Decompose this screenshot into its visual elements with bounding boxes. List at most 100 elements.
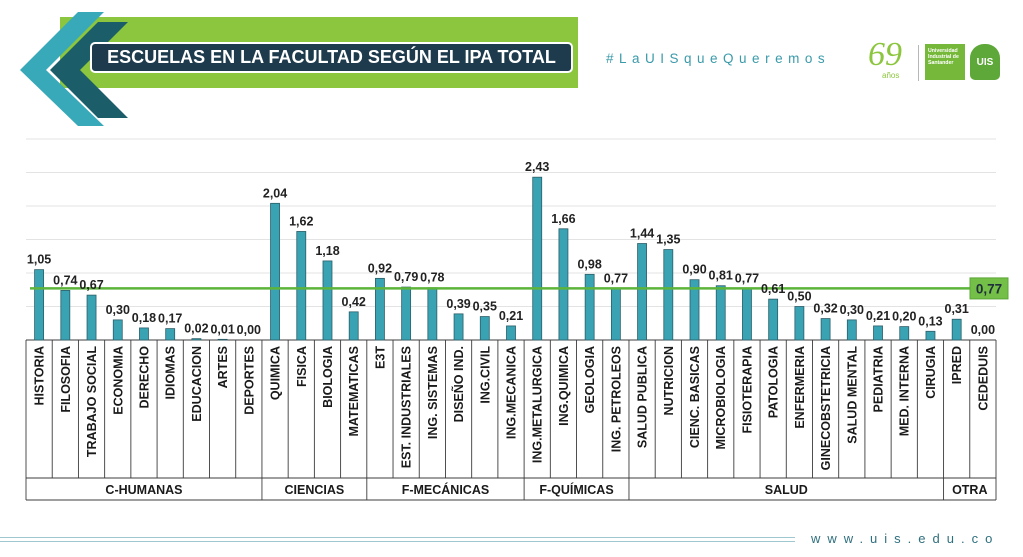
value-label-historia: 1,05	[27, 253, 51, 267]
bar-e3t	[375, 277, 385, 341]
category-label-pediatria: PEDIATRIA	[872, 346, 886, 412]
value-label-matematicas: 0,42	[342, 295, 366, 309]
value-label-cededuis: 0,00	[971, 323, 995, 337]
value-label-artes: 0,01	[210, 322, 234, 336]
group-label-otra: OTRA	[952, 483, 987, 497]
category-label-ing-metalurgica: ING.METALURGICA	[531, 346, 545, 463]
bar-cirugia	[925, 330, 936, 341]
gridlines	[26, 138, 996, 307]
value-label-ing-metalurgica: 2,43	[525, 160, 549, 174]
category-label-filosofia: FILOSOFIA	[59, 346, 73, 413]
bar-quimica	[270, 202, 280, 341]
group-label-c-humanas: C-HUMANAS	[105, 483, 182, 497]
university-logo: Universidad Industrial de Santander	[925, 44, 965, 80]
value-label-educacion: 0,02	[184, 322, 208, 336]
value-label-nutricion: 1,35	[656, 233, 680, 247]
category-label-ing-sistemas: ING. SISTEMAS	[426, 346, 440, 439]
category-label-microbiologia: MICROBIOLOGIA	[714, 346, 728, 449]
bars	[34, 176, 962, 341]
category-label-geologia: GEOLOGIA	[583, 346, 597, 413]
bar-derecho	[139, 327, 149, 341]
category-label-salud-publica: SALUD PUBLICA	[636, 346, 650, 448]
logo-divider	[918, 45, 919, 81]
reference-label-box	[969, 277, 1009, 300]
category-label-ing-petroleos: ING. PETROLEOS	[609, 346, 623, 452]
page-title: ESCUELAS EN LA FACULTAD SEGÚN EL IPA TOT…	[90, 42, 573, 73]
category-label-economia: ECONOMIA	[111, 346, 125, 415]
bar-est-industriales	[401, 286, 412, 341]
value-label-pediatria: 0,21	[866, 309, 890, 323]
value-label-salud-mental: 0,30	[840, 303, 864, 317]
category-label-cirugia: CIRUGIA	[924, 346, 938, 399]
reference-label: 0,77	[976, 281, 1002, 296]
bar-ipred	[951, 318, 962, 341]
group-label-salud: SALUD	[765, 483, 808, 497]
value-label-filosofia: 0,74	[53, 273, 77, 287]
group-label-f-mecanicas: F-MECÁNICAS	[402, 482, 490, 497]
bar-ing-mecanica	[506, 325, 516, 341]
university-name: Universidad Industrial de Santander	[928, 48, 959, 66]
footer-url: www.uis.edu.co	[811, 531, 1000, 546]
value-labels: 1,050,74 0,670,300,18 0,170,02 0,01 0,002,04…	[27, 160, 995, 337]
category-label-derecho: DERECHO	[137, 346, 151, 409]
bar-trabajo-social	[86, 294, 97, 341]
group-label-ciencias: CIENCIAS	[285, 483, 345, 497]
value-label-ing-quimica: 1,66	[551, 212, 575, 226]
reference-line-group: 0,77	[30, 277, 1009, 300]
bar-biologia	[322, 260, 333, 341]
category-label-quimica: QUIMICA	[269, 346, 283, 400]
hashtag: #LaUISqueQueremos	[606, 51, 831, 66]
dark-teal-chevron	[50, 22, 128, 118]
value-label-geologia: 0,98	[577, 257, 601, 271]
value-label-e3t: 0,92	[368, 261, 392, 275]
bar-med-interna	[899, 326, 910, 341]
value-label-salud-publica: 1,44	[630, 227, 654, 241]
light-teal-chevron	[20, 12, 104, 126]
value-label-deportes: 0,00	[237, 323, 261, 337]
bar-pediatria	[873, 325, 883, 341]
group-label-f-quimicas: F-QUÍMICAS	[539, 482, 613, 497]
bar-educacion	[191, 338, 202, 341]
category-label-biologia: BIOLOGIA	[321, 346, 335, 408]
bar-salud-publica	[637, 243, 647, 341]
anniversary-word: años	[882, 71, 900, 80]
category-label-deportes: DEPORTES	[242, 346, 256, 415]
category-label-educacion: EDUCACION	[190, 346, 204, 422]
bar-enfermeria	[794, 306, 805, 341]
category-label-patologia: PATOLOGIA	[767, 346, 781, 418]
bar-fisica	[296, 231, 307, 341]
value-label-patologia: 0,61	[761, 282, 785, 296]
value-label-fisioterapia: 0,77	[735, 271, 759, 285]
category-label-trabajo-social: TRABAJO SOCIAL	[85, 346, 99, 457]
category-label-cededuis: CEDEDUIS	[976, 346, 990, 411]
category-label-artes: ARTES	[216, 346, 230, 388]
category-label-matematicas: MATEMATICAS	[347, 346, 361, 437]
category-label-nutricion: NUTRICION	[662, 346, 676, 415]
value-label-microbiologia: 0,81	[709, 269, 733, 283]
value-label-med-interna: 0,20	[892, 310, 916, 324]
bar-geologia	[584, 273, 595, 341]
bar-ing-petroleos	[610, 288, 621, 341]
bar-economia	[112, 319, 123, 341]
category-table: C-HUMANAS CIENCIAS F-MECÁNICAS F-QUÍMICAS SA…	[25, 339, 997, 501]
category-label-ginecobstetricia: GINECOBSTETRICIA	[819, 346, 833, 470]
bar-ginecobstetricia	[820, 318, 831, 341]
value-label-enfermeria: 0,50	[787, 290, 811, 304]
footer-divider	[0, 537, 795, 542]
anniversary-logo: 69 años	[866, 38, 914, 84]
category-label-ing-mecanica: ING.MECANICA	[505, 346, 519, 439]
category-label-cienc-basicas: CIENC. BASICAS	[688, 346, 702, 448]
bar-matematicas	[348, 311, 359, 341]
anniversary-number: 69	[868, 36, 902, 73]
category-label-diseno-ind: DISEÑO IND.	[451, 346, 466, 422]
bar-diseno-ind	[453, 313, 464, 341]
uis-logo: UIS	[970, 44, 1000, 80]
category-label-e3t: E3T	[373, 346, 387, 369]
bar-nutricion	[663, 249, 674, 341]
value-label-idiomas: 0,17	[158, 312, 182, 326]
bar-ing-civil	[479, 316, 490, 341]
category-label-ing-civil: ING.CIVIL	[478, 346, 492, 404]
value-label-economia: 0,30	[106, 303, 130, 317]
bar-ing-sistemas	[427, 287, 438, 341]
